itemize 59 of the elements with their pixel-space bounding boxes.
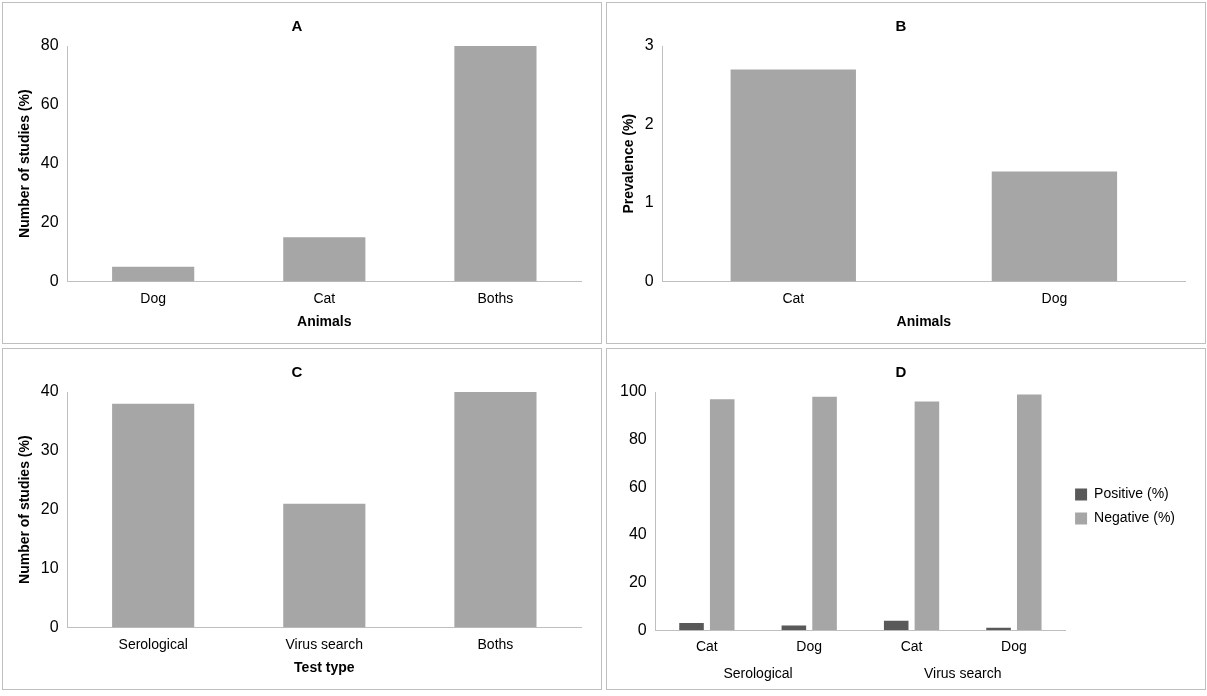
legend-label: Positive (%)	[1094, 485, 1169, 502]
x-tick-label: Dog	[796, 638, 823, 655]
y-tick-label: 10	[40, 558, 59, 576]
bar	[914, 401, 940, 631]
y-tick-label: 20	[40, 212, 59, 230]
x-axis-title: Animals	[297, 313, 352, 330]
text: Serological	[723, 664, 793, 681]
y-axis-title: Number of studies (%)	[16, 89, 33, 238]
x-axis-title: Animals	[896, 313, 952, 330]
x-tick-label: Boths	[477, 635, 514, 652]
y-tick-label: 0	[644, 271, 654, 289]
bar	[112, 403, 195, 628]
y-axis-title: Prevalence (%)	[620, 113, 637, 214]
bar	[812, 396, 837, 631]
x-tick-label: Cat	[782, 289, 805, 306]
y-tick-label: 0	[49, 271, 59, 289]
bar	[454, 46, 537, 282]
bar	[283, 237, 366, 282]
y-tick-label: 40	[628, 525, 647, 543]
x-tick-label: Dog	[1001, 638, 1027, 655]
x-tick-label: Virus search	[285, 635, 364, 652]
y-tick-label: 40	[40, 382, 59, 400]
bar	[709, 399, 735, 631]
y-tick-label: 0	[637, 620, 647, 638]
bar	[679, 623, 704, 631]
y-tick-label: 20	[40, 500, 59, 518]
x-tick-label: Cat	[900, 638, 923, 655]
x-tick-label: Cat	[313, 289, 336, 306]
x-tick-label: Dog	[1041, 289, 1068, 306]
bar	[883, 620, 909, 631]
chart-title: A	[291, 17, 303, 35]
y-axis-title: Number of studies (%)	[16, 435, 33, 584]
bar	[283, 503, 366, 628]
x-tick-label: Serological	[118, 635, 188, 652]
x-tick-label: Dog	[140, 289, 167, 306]
y-tick-label: 60	[628, 477, 647, 495]
y-tick-label: 0	[49, 617, 59, 635]
chart-title: B	[895, 17, 907, 35]
chart-title: C	[291, 363, 303, 381]
legend-label: Negative (%)	[1094, 509, 1175, 526]
y-tick-label: 30	[40, 441, 59, 459]
bar	[1016, 394, 1042, 631]
bar	[454, 392, 537, 628]
bar	[112, 266, 195, 282]
x-tick-label: Cat	[695, 638, 718, 655]
y-tick-label: 60	[40, 95, 59, 113]
chart-title: D	[895, 363, 907, 381]
text: Virus search	[923, 664, 1002, 681]
x-axis-title: Test type	[294, 659, 355, 676]
y-tick-label: 1	[644, 193, 654, 211]
y-tick-label: 80	[40, 36, 59, 54]
bar	[781, 625, 807, 631]
y-tick-label: 80	[628, 430, 647, 448]
y-tick-label: 3	[644, 36, 654, 54]
y-tick-label: 100	[619, 382, 647, 400]
x-tick-label: Boths	[477, 289, 514, 306]
y-tick-label: 40	[40, 154, 59, 172]
y-tick-label: 2	[644, 114, 654, 132]
y-tick-label: 20	[628, 572, 647, 590]
